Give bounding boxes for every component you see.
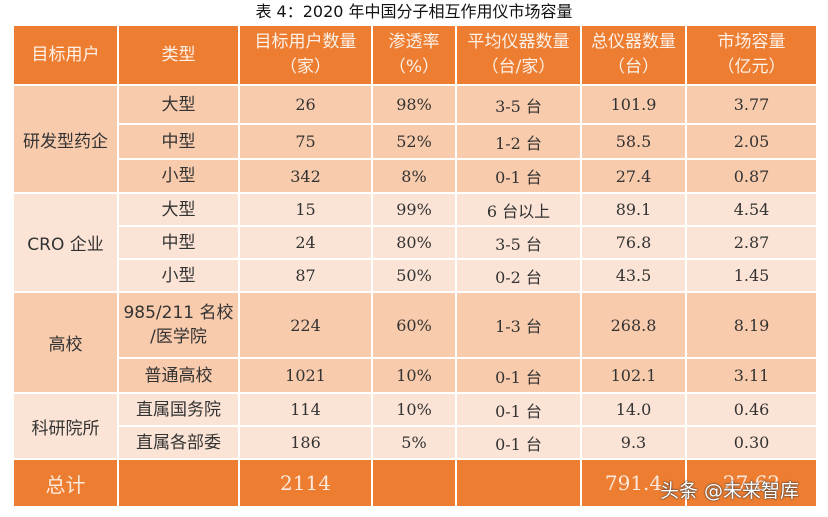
avg-cell: 3-5 台 xyxy=(455,84,582,125)
total-row: 总计 2114 791.4 27.62 xyxy=(12,458,818,508)
market-cell: 0.30 xyxy=(685,425,818,460)
total-cell: 89.1 xyxy=(580,192,687,227)
users-cell: 1021 xyxy=(238,357,373,394)
type-cell: 大型 xyxy=(117,84,240,125)
table-row: 科研院所 直属国务院 114 10% 0-1 台 14.0 0.46 xyxy=(12,392,818,460)
table-row: 小型 342 8% 0-1 台 27.4 0.87 xyxy=(13,158,818,194)
market-capacity-table: 目标用户 类型 目标用户数量 （家） 渗透率 （%） 平均仪器数量 （台/家） 总仪器… xyxy=(12,24,818,508)
rate-cell: 80% xyxy=(371,225,457,260)
group-label: 高校 xyxy=(12,291,119,394)
total-cell: 101.9 xyxy=(580,84,687,125)
users-cell: 87 xyxy=(238,258,373,293)
rate-cell: 10% xyxy=(371,357,457,394)
rate-cell: 52% xyxy=(371,123,457,160)
header-row: 目标用户 类型 目标用户数量 （家） 渗透率 （%） 平均仪器数量 （台/家） 总仪器… xyxy=(12,24,818,86)
type-cell: 小型 xyxy=(117,158,240,194)
total-label: 总计 xyxy=(12,458,119,508)
type-cell: 直属各部委 xyxy=(117,425,240,460)
header-target-user: 目标用户 xyxy=(12,24,119,86)
avg-cell: 6 台以上 xyxy=(455,192,582,227)
rate-cell: 50% xyxy=(371,258,457,293)
total-cell: 14.0 xyxy=(580,392,687,427)
market-cell: 0.87 xyxy=(685,158,818,194)
total-type-cell xyxy=(117,458,240,508)
rate-cell: 8% xyxy=(371,158,457,194)
total-rate-cell xyxy=(371,458,457,508)
avg-cell: 1-2 台 xyxy=(455,123,582,160)
watermark: 头条 @未来智库 xyxy=(660,480,800,502)
table-row: CRO 企业 大型 15 99% 6 台以上 89.1 4.54 xyxy=(12,192,818,293)
total-instruments-cell: 791.4 xyxy=(580,458,687,508)
users-cell: 26 xyxy=(238,84,373,125)
total-avg-cell xyxy=(455,458,582,508)
header-penetration: 渗透率 （%） xyxy=(371,24,457,86)
market-cell: 2.87 xyxy=(685,225,818,260)
avg-cell: 0-2 台 xyxy=(455,258,582,293)
total-cell: 102.1 xyxy=(580,357,687,394)
total-market-cell: 27.62 xyxy=(685,458,818,508)
group-label: CRO 企业 xyxy=(12,192,119,293)
header-total-instruments: 总仪器数量 （台） xyxy=(580,24,687,86)
table-row: 直属各部委 186 5% 0-1 台 9.3 0.30 xyxy=(13,425,818,460)
header-user-count: 目标用户数量 （家） xyxy=(238,24,373,86)
rate-cell: 5% xyxy=(371,425,457,460)
total-cell: 43.5 xyxy=(580,258,687,293)
group-label: 研发型药企 xyxy=(12,84,119,194)
type-cell: 直属国务院 xyxy=(117,392,240,427)
users-cell: 75 xyxy=(238,123,373,160)
table-row: 中型 24 80% 3-5 台 76.8 2.87 xyxy=(13,225,818,260)
avg-cell: 0-1 台 xyxy=(455,425,582,460)
avg-cell: 0-1 台 xyxy=(455,357,582,394)
rate-cell: 98% xyxy=(371,84,457,125)
users-cell: 15 xyxy=(238,192,373,227)
group-label: 科研院所 xyxy=(12,392,119,460)
type-cell: 普通高校 xyxy=(117,357,240,394)
users-cell: 24 xyxy=(238,225,373,260)
rate-cell: 10% xyxy=(371,392,457,427)
users-cell: 224 xyxy=(238,291,373,359)
header-avg-instruments: 平均仪器数量 （台/家） xyxy=(455,24,582,86)
type-cell: 中型 xyxy=(117,123,240,160)
avg-cell: 0-1 台 xyxy=(455,158,582,194)
rate-cell: 99% xyxy=(371,192,457,227)
total-cell: 9.3 xyxy=(580,425,687,460)
market-cell: 2.05 xyxy=(685,123,818,160)
market-cell: 0.46 xyxy=(685,392,818,427)
users-cell: 342 xyxy=(238,158,373,194)
table-row: 小型 87 50% 0-2 台 43.5 1.45 xyxy=(13,258,818,293)
type-cell: 大型 xyxy=(117,192,240,227)
table-row: 中型 75 52% 1-2 台 58.5 2.05 xyxy=(13,123,818,160)
avg-cell: 0-1 台 xyxy=(455,392,582,427)
market-cell: 8.19 xyxy=(685,291,818,359)
market-cell: 1.45 xyxy=(685,258,818,293)
rate-cell: 60% xyxy=(371,291,457,359)
market-cell: 3.77 xyxy=(685,84,818,125)
users-cell: 114 xyxy=(238,392,373,427)
market-cell: 3.11 xyxy=(685,357,818,394)
avg-cell: 3-5 台 xyxy=(455,225,582,260)
header-type: 类型 xyxy=(117,24,240,86)
users-cell: 186 xyxy=(238,425,373,460)
total-cell: 27.4 xyxy=(580,158,687,194)
total-users-cell: 2114 xyxy=(238,458,373,508)
table-row: 高校 985/211 名校/医学院 224 60% 1-3 台 268.8 8.… xyxy=(12,291,818,394)
type-cell: 985/211 名校/医学院 xyxy=(117,291,240,359)
total-cell: 58.5 xyxy=(580,123,687,160)
type-cell: 中型 xyxy=(117,225,240,260)
avg-cell: 1-3 台 xyxy=(455,291,582,359)
table-title: 表 4：2020 年中国分子相互作用仪市场容量 xyxy=(255,2,573,21)
table-row: 研发型药企 大型 26 98% 3-5 台 101.9 3.77 xyxy=(12,84,818,194)
total-cell: 76.8 xyxy=(580,225,687,260)
table-row: 普通高校 1021 10% 0-1 台 102.1 3.11 xyxy=(13,357,818,394)
total-cell: 268.8 xyxy=(580,291,687,359)
type-cell: 小型 xyxy=(117,258,240,293)
header-market-capacity: 市场容量 （亿元） xyxy=(685,24,818,86)
market-cell: 4.54 xyxy=(685,192,818,227)
